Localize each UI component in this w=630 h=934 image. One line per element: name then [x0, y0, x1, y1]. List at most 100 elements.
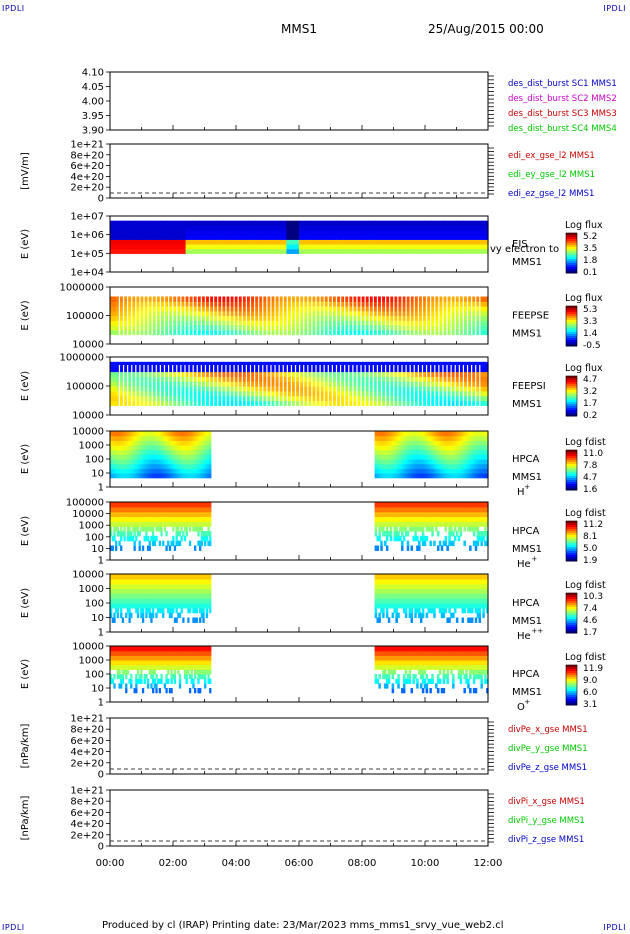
- spectrogram-cell: [478, 454, 482, 460]
- spectrogram-cell: [135, 371, 143, 377]
- spectrogram-cell: [194, 502, 197, 508]
- spectrogram-cell: [165, 545, 168, 551]
- spectrogram-cell: [194, 583, 197, 590]
- spectrogram-cell: [172, 502, 175, 508]
- spectrogram-cell: [397, 531, 400, 537]
- legend-entry: edi_ex_gse_l2 MMS1: [508, 151, 595, 161]
- spectrogram-cell: [410, 598, 413, 604]
- spectrogram-cell: [198, 244, 206, 250]
- spectrogram-cell: [463, 449, 466, 455]
- spectrogram-cell: [125, 468, 128, 474]
- spectrogram-cell: [412, 511, 415, 518]
- spectrogram-cell: [444, 449, 448, 455]
- spectrogram-cell: [163, 521, 167, 527]
- spectrogram-cell: [121, 463, 125, 469]
- spectrogram-cell: [311, 371, 319, 377]
- spectrogram-cell: [393, 607, 396, 614]
- spectrogram-cell: [113, 593, 116, 599]
- spectrogram-cell: [173, 593, 177, 599]
- spectrogram-cell: [122, 248, 130, 254]
- spectrogram-cell: [116, 526, 119, 532]
- spectrogram-cell: [393, 598, 396, 604]
- spectrogram-cell: [389, 463, 393, 469]
- spectrogram-cell: [382, 454, 385, 460]
- spectrogram-cell: [456, 239, 464, 245]
- spectrogram-cell: [122, 386, 130, 392]
- spectrogram-cell: [406, 435, 410, 441]
- spectrogram-cell: [410, 526, 413, 532]
- spectrogram-cell: [382, 511, 385, 518]
- spectrogram-cell: [443, 244, 451, 250]
- spectrogram-cell: [140, 583, 143, 590]
- spectrogram-cell: [179, 239, 187, 245]
- colorbar-step: [566, 249, 577, 252]
- spectrogram-cell: [481, 400, 489, 406]
- spectrogram-cell: [406, 516, 410, 522]
- spectrogram-cell: [122, 395, 130, 402]
- spectrogram-cell: [125, 583, 128, 590]
- spectrogram-cell: [343, 386, 350, 392]
- spectrogram-cell: [480, 588, 483, 594]
- spectrogram-cell: [425, 445, 429, 451]
- spectrogram-cell: [399, 588, 402, 594]
- spectrogram-cell: [461, 521, 465, 527]
- spectrogram-cell: [120, 588, 123, 594]
- spectrogram-cell: [442, 521, 446, 527]
- colorbar-step: [566, 458, 577, 461]
- colorbar-step: [566, 332, 577, 335]
- spectrogram-cell: [198, 225, 206, 231]
- spectrogram-cell: [380, 301, 388, 307]
- spectrogram-cell: [162, 511, 165, 518]
- spectrogram-cell: [431, 583, 434, 590]
- spectrogram-cell: [182, 463, 185, 469]
- spectrogram-cell: [160, 301, 168, 307]
- spectrogram-cell: [378, 612, 381, 619]
- spectrogram-cell: [157, 459, 160, 465]
- spectrogram-cell: [178, 431, 182, 437]
- spectrogram-cell: [183, 535, 187, 542]
- spectrogram-cell: [165, 578, 168, 585]
- spectrogram-cell: [472, 603, 476, 609]
- spectrogram-cell: [476, 435, 480, 441]
- spectrogram-cell: [448, 603, 451, 609]
- spectrogram-cell: [199, 445, 202, 451]
- spectrogram-cell: [168, 593, 172, 599]
- spectrogram-cell: [472, 445, 476, 451]
- spectrogram-cell: [472, 583, 476, 590]
- spectrogram-cell: [480, 449, 483, 455]
- spectrogram-cell: [442, 506, 446, 513]
- spectrogram-cell: [138, 588, 141, 594]
- spectrogram-cell: [478, 578, 482, 585]
- spectrogram-cell: [476, 445, 480, 451]
- spectrogram-cell: [111, 593, 114, 599]
- spectrogram-cell: [141, 315, 149, 321]
- spectrogram-cell: [393, 502, 396, 508]
- spectrogram-cell: [448, 607, 451, 614]
- spectrogram-cell: [154, 301, 161, 307]
- spectrogram-cell: [194, 468, 197, 474]
- spectrogram-cell: [444, 440, 448, 446]
- spectrogram-cell: [474, 540, 478, 547]
- spectrogram-cell: [374, 574, 378, 580]
- spectrogram-cell: [207, 459, 210, 465]
- spectrogram-cell: [148, 521, 151, 527]
- spectrogram-cell: [486, 445, 489, 451]
- spectrogram-cell: [446, 593, 449, 599]
- spectrogram-cell: [380, 400, 388, 406]
- spectrogram-cell: [110, 459, 113, 465]
- spectrogram-cell: [140, 506, 143, 513]
- spectrogram-cell: [115, 574, 118, 580]
- spectrogram-cell: [459, 574, 463, 580]
- spectrogram-cell: [482, 502, 485, 508]
- spectrogram-cell: [444, 511, 448, 518]
- spectrogram-cell: [140, 454, 143, 460]
- spectrogram-cell: [141, 431, 145, 437]
- spectrogram-cell: [157, 526, 160, 532]
- spectrogram-cell: [416, 578, 419, 585]
- spectrogram-cell: [141, 459, 145, 465]
- spectrogram-cell: [374, 310, 382, 317]
- spectrogram-cell: [131, 445, 135, 451]
- spectrogram-cell: [194, 445, 197, 451]
- spectrogram-cell: [311, 230, 319, 236]
- spectrogram-cell: [456, 296, 464, 302]
